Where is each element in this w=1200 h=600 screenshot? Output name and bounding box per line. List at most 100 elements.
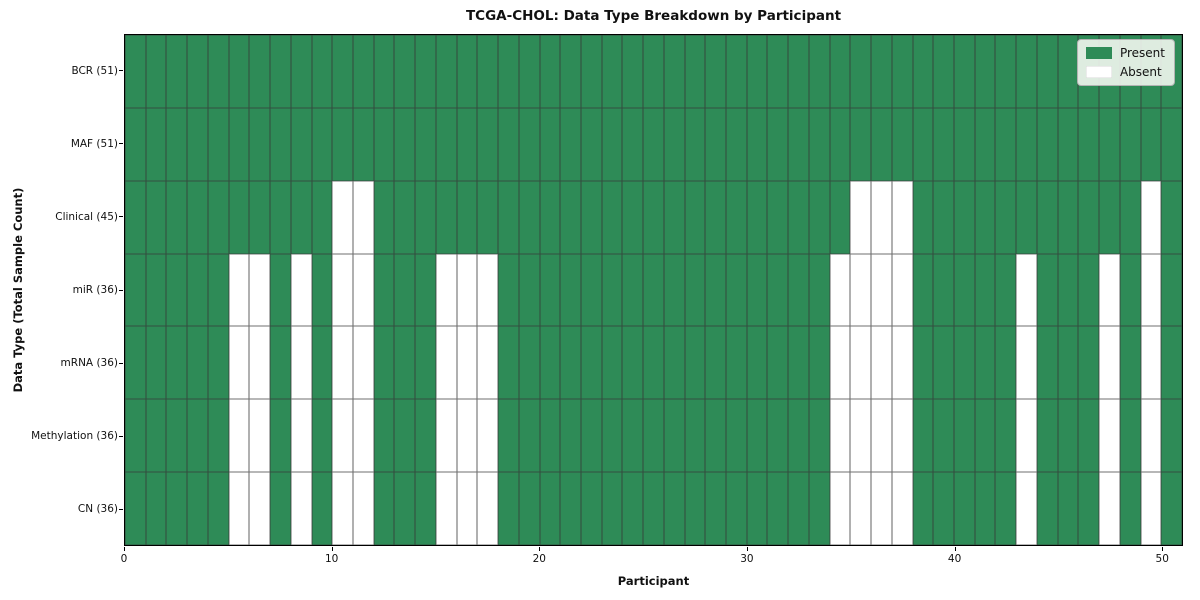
heatmap-cell [580, 472, 602, 545]
heatmap-cell [684, 472, 706, 545]
heatmap-cell [1119, 472, 1141, 545]
heatmap-cell [539, 399, 561, 473]
heatmap-cell [1161, 472, 1182, 545]
heatmap-cell [1057, 472, 1079, 545]
heatmap-cell [270, 253, 291, 327]
heatmap-cell [1057, 107, 1079, 181]
chart-title: TCGA-CHOL: Data Type Breakdown by Partic… [465, 8, 842, 24]
heatmap-cell [207, 326, 229, 400]
heatmap-cell [207, 107, 229, 181]
heatmap-cell [270, 399, 291, 473]
heatmap-cell [290, 399, 312, 473]
heatmap-cell [1161, 180, 1182, 254]
heatmap-cell [1036, 253, 1058, 327]
heatmap-cell [207, 399, 229, 473]
y-tick-mark [119, 216, 123, 218]
x-tick-mark [124, 547, 125, 551]
heatmap-cell [1099, 472, 1120, 545]
heatmap-cell [974, 472, 996, 545]
heatmap-cell [767, 180, 789, 254]
heatmap-cell [663, 35, 685, 108]
heatmap-cell [746, 326, 768, 400]
heatmap-cell [125, 326, 146, 400]
heatmap-cell [311, 326, 333, 400]
heatmap-cell [415, 399, 436, 473]
y-tick-label: Methylation (36) [31, 430, 118, 443]
heatmap-cell [726, 180, 747, 254]
heatmap-cell [974, 107, 996, 181]
heatmap-cell [539, 253, 561, 327]
y-tick-mark [119, 435, 123, 437]
heatmap-cell [1036, 399, 1058, 473]
heatmap-cell [643, 472, 664, 545]
heatmap-cell [518, 180, 540, 254]
heatmap-cell [705, 107, 727, 181]
heatmap-cell [498, 35, 519, 108]
heatmap-cell [850, 180, 872, 254]
heatmap-cell [1099, 253, 1120, 327]
heatmap-cell [705, 326, 727, 400]
legend-label-present: Present [1119, 46, 1165, 60]
heatmap-cell [601, 326, 623, 400]
heatmap-cell [684, 399, 706, 473]
heatmap-cell [290, 472, 312, 545]
heatmap-cell [850, 326, 872, 400]
heatmap-cell [332, 253, 353, 327]
heatmap-cell [850, 35, 872, 108]
heatmap-cell [145, 399, 167, 473]
heatmap-cell [746, 180, 768, 254]
x-tick-mark [331, 547, 333, 551]
heatmap-cell [933, 180, 955, 254]
heatmap-cell [1161, 253, 1182, 327]
heatmap-cell [746, 107, 768, 181]
heatmap-cell [415, 326, 436, 400]
heatmap-cell [270, 180, 291, 254]
heatmap-cell [352, 107, 374, 181]
heatmap-cell [954, 253, 975, 327]
heatmap-cell [560, 399, 581, 473]
heatmap-cell [1036, 180, 1058, 254]
legend-swatch-absent [1085, 66, 1112, 78]
x-tick-label: 10 [324, 553, 339, 565]
heatmap-cell [746, 472, 768, 545]
heatmap-cell [435, 107, 457, 181]
heatmap-cell [643, 399, 664, 473]
heatmap-cell [1057, 326, 1079, 400]
heatmap-cell [207, 35, 229, 108]
heatmap-cell [684, 326, 706, 400]
heatmap-cell [995, 180, 1017, 254]
heatmap-cell [1016, 472, 1037, 545]
heatmap-cell [663, 180, 685, 254]
heatmap-cell [1057, 35, 1079, 108]
heatmap-cell [643, 180, 664, 254]
heatmap-cell [580, 180, 602, 254]
heatmap-cell [166, 180, 188, 254]
heatmap-cell [145, 326, 167, 400]
heatmap-cell [228, 326, 250, 400]
heatmap-cell [871, 472, 892, 545]
heatmap-cell [249, 107, 271, 181]
heatmap-cell [352, 326, 374, 400]
x-axis-label: Participant [617, 574, 690, 588]
heatmap-cell [974, 253, 996, 327]
heatmap-cell [891, 399, 913, 473]
heatmap-cell [622, 253, 644, 327]
heatmap-cell [829, 35, 851, 108]
heatmap-cell [601, 35, 623, 108]
heatmap-cell [228, 107, 250, 181]
heatmap-cell [249, 472, 271, 545]
heatmap-cell [974, 326, 996, 400]
heatmap-cell [1016, 326, 1037, 400]
heatmap-cell [995, 107, 1017, 181]
heatmap-cell [187, 35, 208, 108]
heatmap-cell [767, 399, 789, 473]
heatmap-cell [477, 326, 499, 400]
heatmap-cell [311, 399, 333, 473]
y-axis-label: Data Type (Total Sample Count) [11, 187, 25, 393]
heatmap-cell [767, 472, 789, 545]
heatmap-cell [187, 399, 208, 473]
heatmap-cell [1036, 326, 1058, 400]
heatmap-cell [788, 399, 809, 473]
heatmap-cell [746, 253, 768, 327]
heatmap-cell [539, 35, 561, 108]
